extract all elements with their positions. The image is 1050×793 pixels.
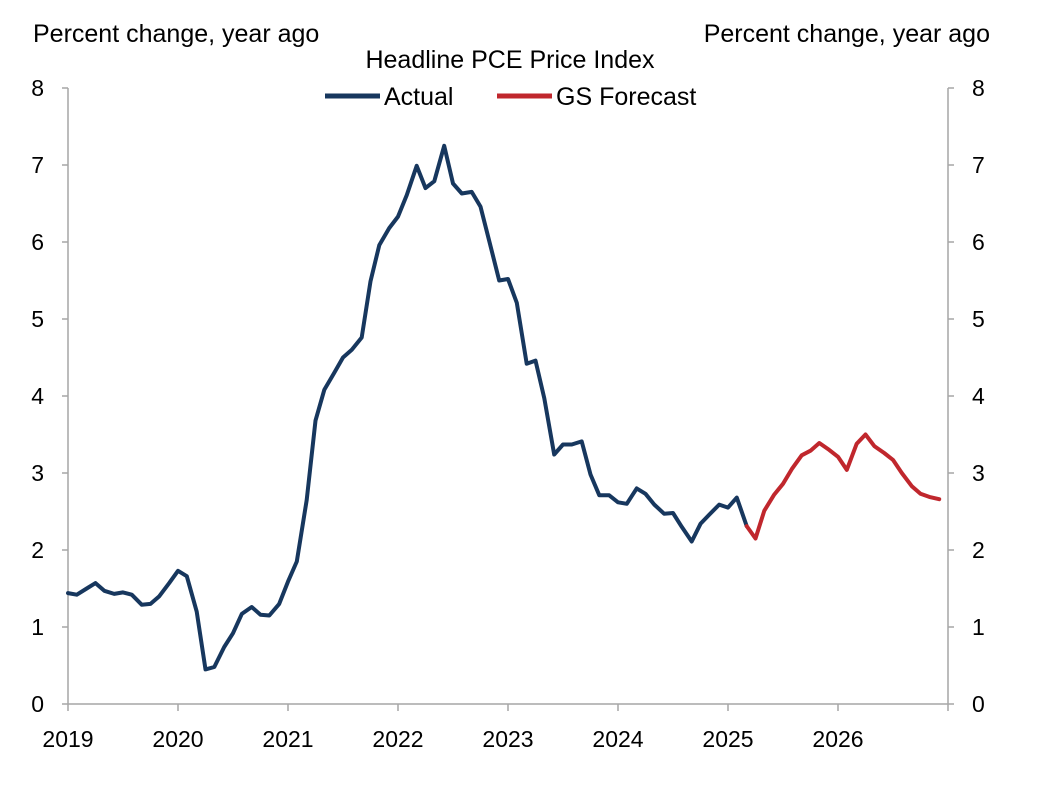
axes: 0 0 1 1 2 2 3 3 4 4 5 5 6 6 7 7 8 8 2019 2020 2021 2022 2023 20… bbox=[31, 75, 985, 752]
series-layer bbox=[66, 143, 942, 672]
x-tick-label: 2026 bbox=[812, 726, 863, 752]
right-y-tick-label: 5 bbox=[972, 306, 985, 332]
right-y-tick-label: 6 bbox=[972, 229, 985, 255]
right-y-tick-label: 4 bbox=[972, 383, 985, 409]
right-y-tick-label: 1 bbox=[972, 614, 985, 640]
x-tick-label: 2025 bbox=[702, 726, 753, 752]
x-tick-label: 2021 bbox=[262, 726, 313, 752]
left-y-tick-label: 1 bbox=[31, 614, 44, 640]
right-y-tick-label: 0 bbox=[972, 691, 985, 717]
series-line-actual bbox=[66, 143, 749, 672]
series-line-forecast bbox=[744, 432, 942, 541]
x-tick-label: 2024 bbox=[592, 726, 643, 752]
left-y-tick-label: 6 bbox=[31, 229, 44, 255]
right-y-tick-label: 7 bbox=[972, 152, 985, 178]
left-y-tick-label: 0 bbox=[31, 691, 44, 717]
left-y-tick-label: 4 bbox=[31, 383, 44, 409]
x-tick-label: 2020 bbox=[152, 726, 203, 752]
legend: Actual GS Forecast bbox=[325, 83, 696, 111]
right-axis-unit-label: Percent change, year ago bbox=[703, 20, 990, 48]
left-y-tick-label: 5 bbox=[31, 306, 44, 332]
right-y-tick-label: 2 bbox=[972, 537, 985, 563]
left-y-tick-label: 7 bbox=[31, 152, 44, 178]
right-y-tick-label: 3 bbox=[972, 460, 985, 486]
right-y-tick-label: 8 bbox=[972, 75, 985, 101]
legend-label-actual: Actual bbox=[384, 83, 453, 111]
legend-label-forecast: GS Forecast bbox=[556, 83, 696, 111]
x-tick-label: 2023 bbox=[482, 726, 533, 752]
left-y-tick-label: 3 bbox=[31, 460, 44, 486]
chart-title: Headline PCE Price Index bbox=[365, 46, 655, 74]
x-tick-label: 2019 bbox=[42, 726, 93, 752]
left-axis-unit-label: Percent change, year ago bbox=[33, 20, 320, 48]
left-y-tick-label: 2 bbox=[31, 537, 44, 563]
left-y-tick-label: 8 bbox=[31, 75, 44, 101]
x-tick-label: 2022 bbox=[372, 726, 423, 752]
